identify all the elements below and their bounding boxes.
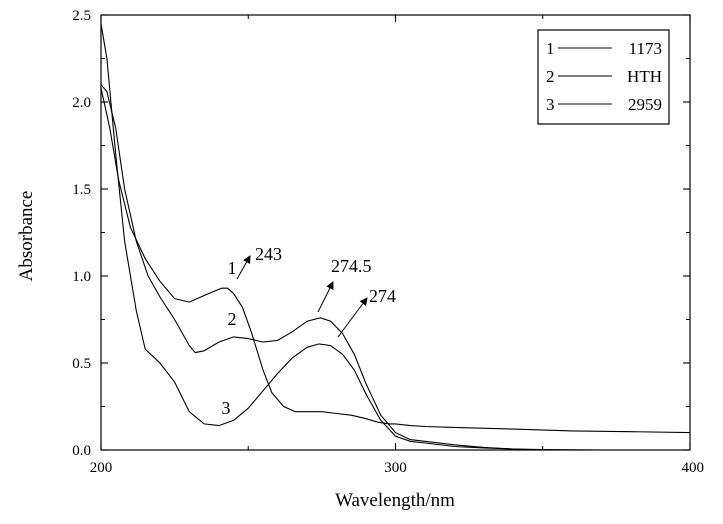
y-tick-label: 2.5 <box>72 8 91 24</box>
peak-wavelength-label: 274.5 <box>331 256 372 276</box>
x-tick-label: 400 <box>682 460 705 476</box>
legend: 1 1173 2 HTH 3 2959 <box>537 29 670 125</box>
y-tick-label: 0.5 <box>72 356 91 372</box>
y-tick-label: 0.0 <box>72 443 91 459</box>
x-tick-label: 300 <box>384 460 407 476</box>
series-curves <box>100 23 691 451</box>
y-tick-label: 1.5 <box>72 182 91 198</box>
x-axis-ticks: 200 300 400 <box>90 15 704 476</box>
y-tick-label: 1.0 <box>72 269 91 285</box>
y-tick-label: 2.0 <box>72 95 91 111</box>
series-3-line <box>100 23 602 451</box>
curve-number-label: 1 <box>228 258 237 278</box>
y-axis-ticks: 0.0 0.5 1.0 1.5 2.0 2.5 <box>72 8 690 459</box>
legend-entries: 1 1173 2 HTH 3 2959 <box>546 39 662 114</box>
legend-number: 1 <box>546 39 555 58</box>
peak-arrow <box>337 297 368 338</box>
curve-number-label: 2 <box>228 309 237 329</box>
peak-wavelength-label: 243 <box>255 244 282 264</box>
x-tick-label: 200 <box>90 460 113 476</box>
legend-box <box>537 29 670 125</box>
x-axis-label: Wavelength/nm <box>335 490 455 511</box>
curve-number-label: 3 <box>222 398 231 418</box>
peak-arrow <box>317 281 334 313</box>
legend-series-name: 1173 <box>629 39 662 58</box>
legend-series-name: 2959 <box>628 95 662 114</box>
legend-number: 3 <box>546 95 555 114</box>
peak-arrow <box>236 255 251 280</box>
series-1-line <box>100 87 691 434</box>
series-2-line <box>100 84 543 451</box>
legend-number: 2 <box>546 67 555 86</box>
legend-series-name: HTH <box>627 67 662 86</box>
y-axis-label: Absorbance <box>16 191 37 282</box>
peak-annotations: 1 243 2 274.5 3 274 <box>222 244 397 418</box>
peak-wavelength-label: 274 <box>369 286 396 306</box>
